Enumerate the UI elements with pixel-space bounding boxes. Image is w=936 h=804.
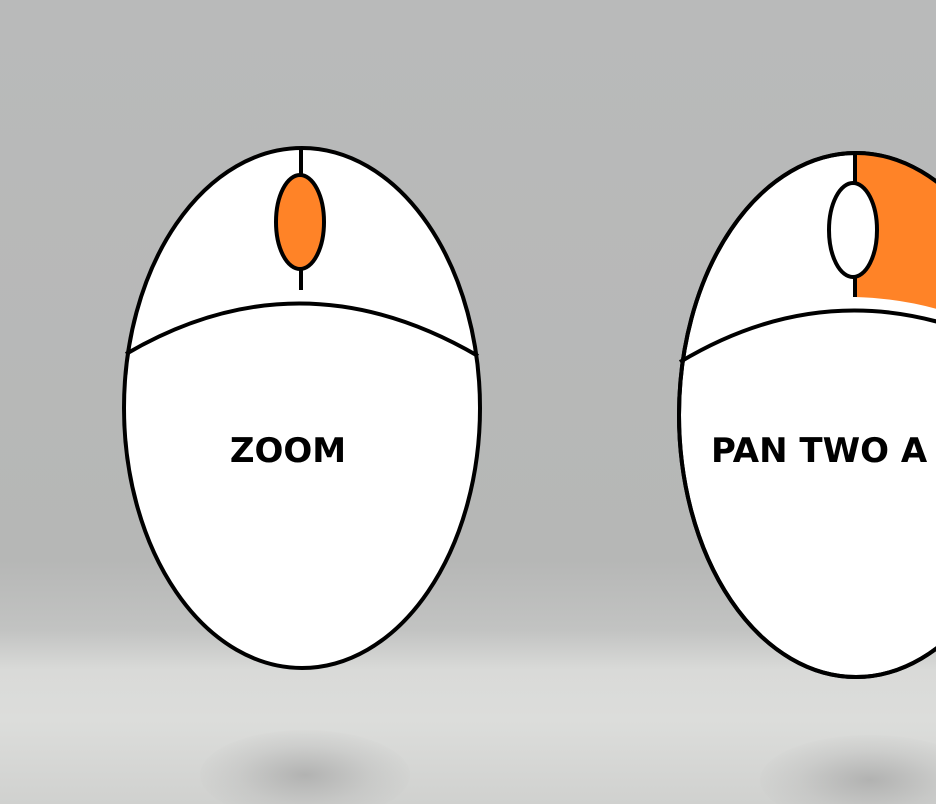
mouse-zoom: ZOOM: [122, 146, 482, 670]
scroll-wheel: [274, 173, 326, 271]
mouse-pan: PAN TWO A: [677, 151, 936, 679]
scroll-wheel: [827, 181, 879, 279]
button-divider-curve: [678, 308, 936, 364]
right-button: [855, 153, 936, 360]
mouse-shadow: [200, 730, 410, 804]
button-divider-curve: [124, 301, 480, 358]
mouse-label: ZOOM: [230, 431, 346, 471]
mouse-label: PAN TWO A: [711, 431, 928, 471]
